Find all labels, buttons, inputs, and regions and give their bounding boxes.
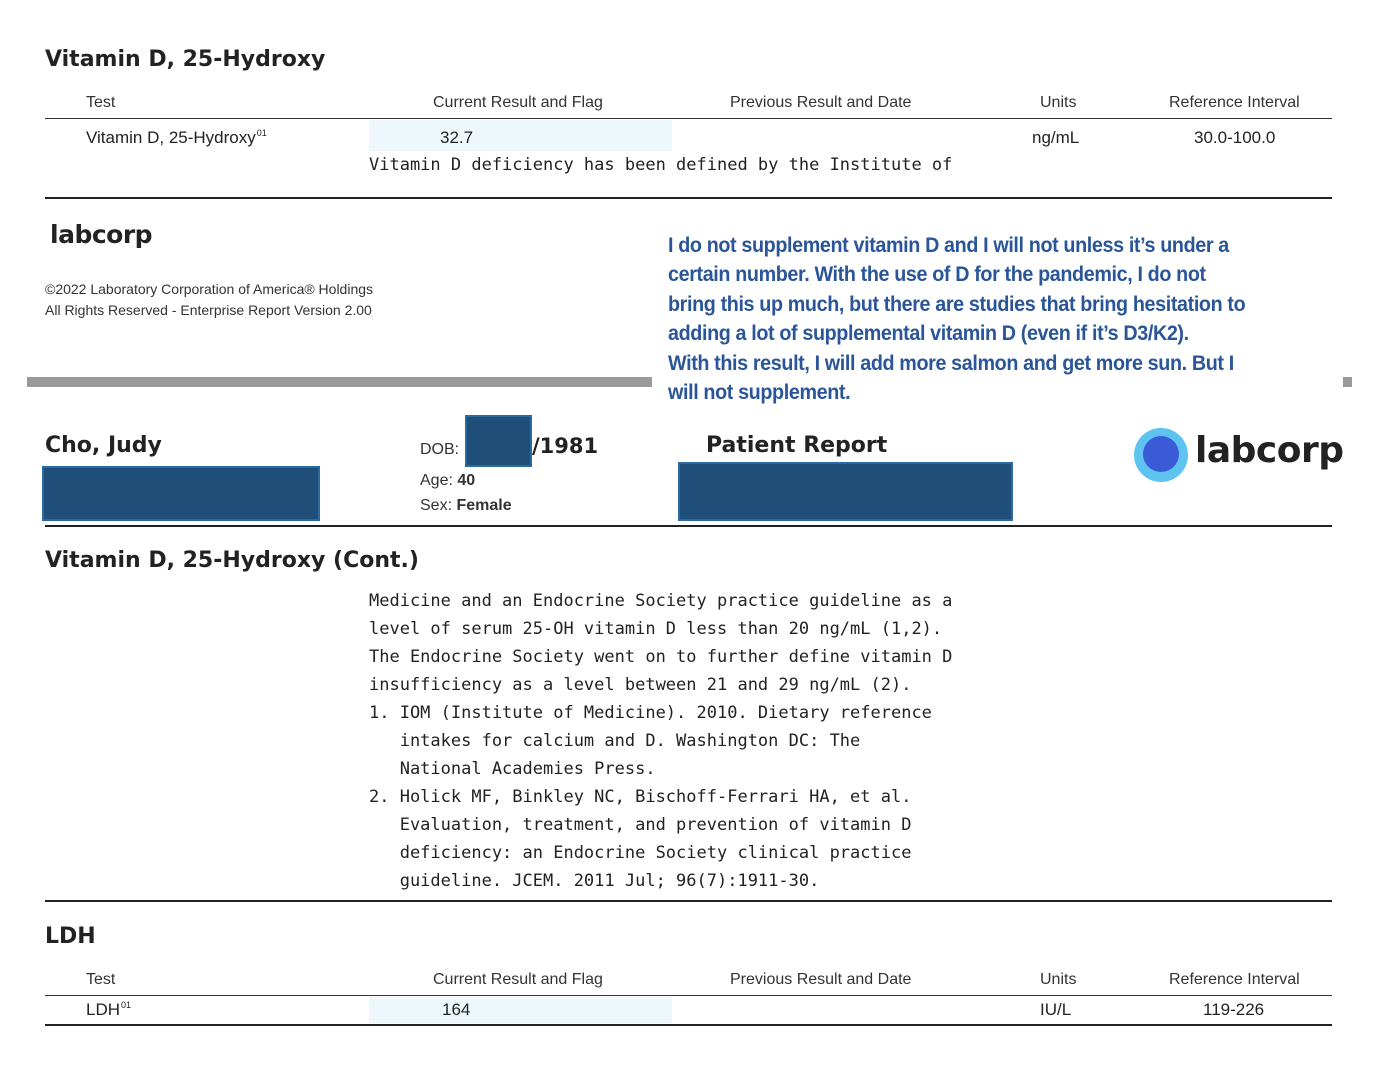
col-header-previous: Previous Result and Date <box>730 971 912 988</box>
copyright-text: ©2022 Laboratory Corporation of America®… <box>45 281 374 297</box>
rights-text: All Rights Reserved - Enterprise Report … <box>45 302 372 318</box>
annotation-line: I do not supplement vitamin D and I will… <box>668 234 1229 257</box>
annotation-line: will not supplement. <box>668 381 851 405</box>
result-highlight <box>369 997 672 1023</box>
reference-interval: 30.0-100.0 <box>1194 128 1276 147</box>
sex-field: Sex: Female <box>420 497 512 514</box>
comment-line: The Endocrine Society went on to further… <box>369 647 953 667</box>
col-header-current: Current Result and Flag <box>433 971 603 988</box>
col-header-previous: Previous Result and Date <box>730 94 912 111</box>
col-header-test: Test <box>86 94 116 111</box>
result-comment: Vitamin D deficiency has been defined by… <box>369 155 953 175</box>
report-title: Patient Report <box>706 433 888 458</box>
section-divider <box>45 197 1332 199</box>
annotation-line: With this result, I will add more salmon… <box>668 351 1234 375</box>
comment-line: level of serum 25-OH vitamin D less than… <box>369 619 943 639</box>
header-divider <box>45 995 1332 996</box>
test-name: LDH01 <box>86 1000 132 1019</box>
section-divider <box>45 900 1332 902</box>
comment-line: deficiency: an Endocrine Society clinica… <box>369 843 912 863</box>
result-value: 164 <box>442 1000 471 1019</box>
labcorp-logo-icon <box>1134 428 1188 482</box>
annotation-line: bring this up much, but there are studie… <box>668 292 1246 316</box>
result-value: 32.7 <box>440 128 474 147</box>
comment-line: 1. IOM (Institute of Medicine). 2010. Di… <box>369 703 932 723</box>
result-units: IU/L <box>1040 1000 1072 1019</box>
col-header-test: Test <box>86 971 116 988</box>
comment-line: National Academies Press. <box>369 759 656 779</box>
annotation-line: certain number. With the use of D for th… <box>668 263 1206 287</box>
header-divider <box>45 118 1332 119</box>
redaction-box <box>678 462 1013 521</box>
comment-line: guideline. JCEM. 2011 Jul; 96(7):1911-30… <box>369 871 820 891</box>
header-divider <box>45 525 1332 527</box>
comment-line: Evaluation, treatment, and prevention of… <box>369 815 912 835</box>
redaction-box <box>465 415 532 467</box>
comment-line: insufficiency as a level between 21 and … <box>369 675 912 695</box>
result-highlight <box>369 120 672 151</box>
page-break-band <box>27 377 652 387</box>
labcorp-header-logo: labcorp <box>1195 430 1344 471</box>
col-header-reference: Reference Interval <box>1169 94 1300 111</box>
col-header-units: Units <box>1040 94 1077 111</box>
page-break-band-end <box>1343 377 1352 387</box>
col-header-reference: Reference Interval <box>1169 971 1300 988</box>
age-field: Age: 40 <box>420 472 476 489</box>
section-title-ldh: LDH <box>45 924 96 949</box>
col-header-units: Units <box>1040 971 1077 988</box>
section-title-vitamin-d-cont: Vitamin D, 25-Hydroxy (Cont.) <box>45 548 419 573</box>
result-units: ng/mL <box>1032 128 1080 147</box>
annotation-line: adding a lot of supplemental vitamin D (… <box>668 322 1189 346</box>
test-name: Vitamin D, 25-Hydroxy01 <box>86 128 267 147</box>
labcorp-footer-logo: labcorp <box>50 220 153 249</box>
comment-block: Medicine and an Endocrine Society practi… <box>369 587 952 895</box>
comment-line: intakes for calcium and D. Washington DC… <box>369 731 861 751</box>
reference-interval: 119-226 <box>1203 1000 1265 1019</box>
col-header-current: Current Result and Flag <box>433 94 603 111</box>
comment-line: Medicine and an Endocrine Society practi… <box>369 591 953 611</box>
dob-year: /1981 <box>532 434 599 458</box>
annotation-note: I do not supplement vitamin D and I will… <box>668 231 1282 407</box>
patient-name: Cho, Judy <box>45 433 162 458</box>
dob-label: DOB: <box>420 441 460 458</box>
table-bottom-rule <box>45 1024 1332 1026</box>
redaction-box <box>42 466 320 521</box>
section-title-vitamin-d: Vitamin D, 25-Hydroxy <box>45 47 326 72</box>
comment-line: 2. Holick MF, Binkley NC, Bischoff-Ferra… <box>369 787 912 807</box>
